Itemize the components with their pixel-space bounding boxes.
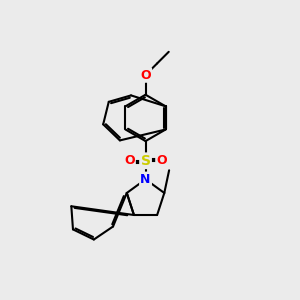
Text: S: S [140,154,151,168]
Text: O: O [157,154,167,167]
Text: O: O [140,68,151,82]
Text: N: N [140,173,151,186]
Text: O: O [124,154,135,167]
